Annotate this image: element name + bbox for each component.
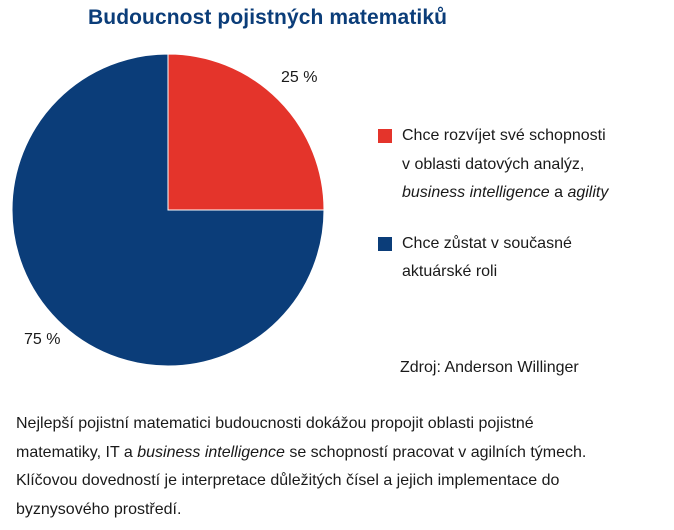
pie-slice-2	[11, 53, 325, 367]
legend-text-line: v oblasti datových analýz,	[402, 155, 585, 173]
legend-text-line: Chce rozvíjet své schopnosti	[402, 127, 606, 144]
caption-line: byznysového prostředí.	[16, 500, 182, 518]
legend: Chce rozvíjet své schopnosti v oblasti da…	[378, 122, 668, 287]
legend-text-line: Chce zůstat v současné	[402, 234, 572, 252]
legend-item-1: Chce rozvíjet své schopnosti v oblasti da…	[378, 122, 668, 208]
legend-swatch	[378, 236, 392, 251]
source-note: Zdroj: Anderson Willinger	[400, 359, 579, 376]
legend-item-2: Chce zůstat v současné aktuárské roli	[378, 230, 668, 287]
caption-line: matematiky, IT a business intelligence s…	[16, 443, 587, 461]
legend-text-line: business intelligence a agility	[402, 184, 609, 201]
legend-swatch	[378, 129, 392, 143]
caption-paragraph: Nejlepší pojistní matematici budoucnosti…	[16, 410, 666, 524]
legend-text-line: aktuárské roli	[402, 263, 498, 280]
chart-title: Budoucnost pojistných matematiků	[88, 6, 448, 29]
pie-slice-1	[167, 53, 325, 211]
caption-line: Nejlepší pojistní matematici budoucnosti…	[16, 415, 534, 432]
slice-label-2: 75 %	[24, 331, 61, 348]
caption-line: Klíčovou dovedností je interpretace důle…	[16, 472, 560, 489]
slice-label-1: 25 %	[281, 69, 318, 86]
